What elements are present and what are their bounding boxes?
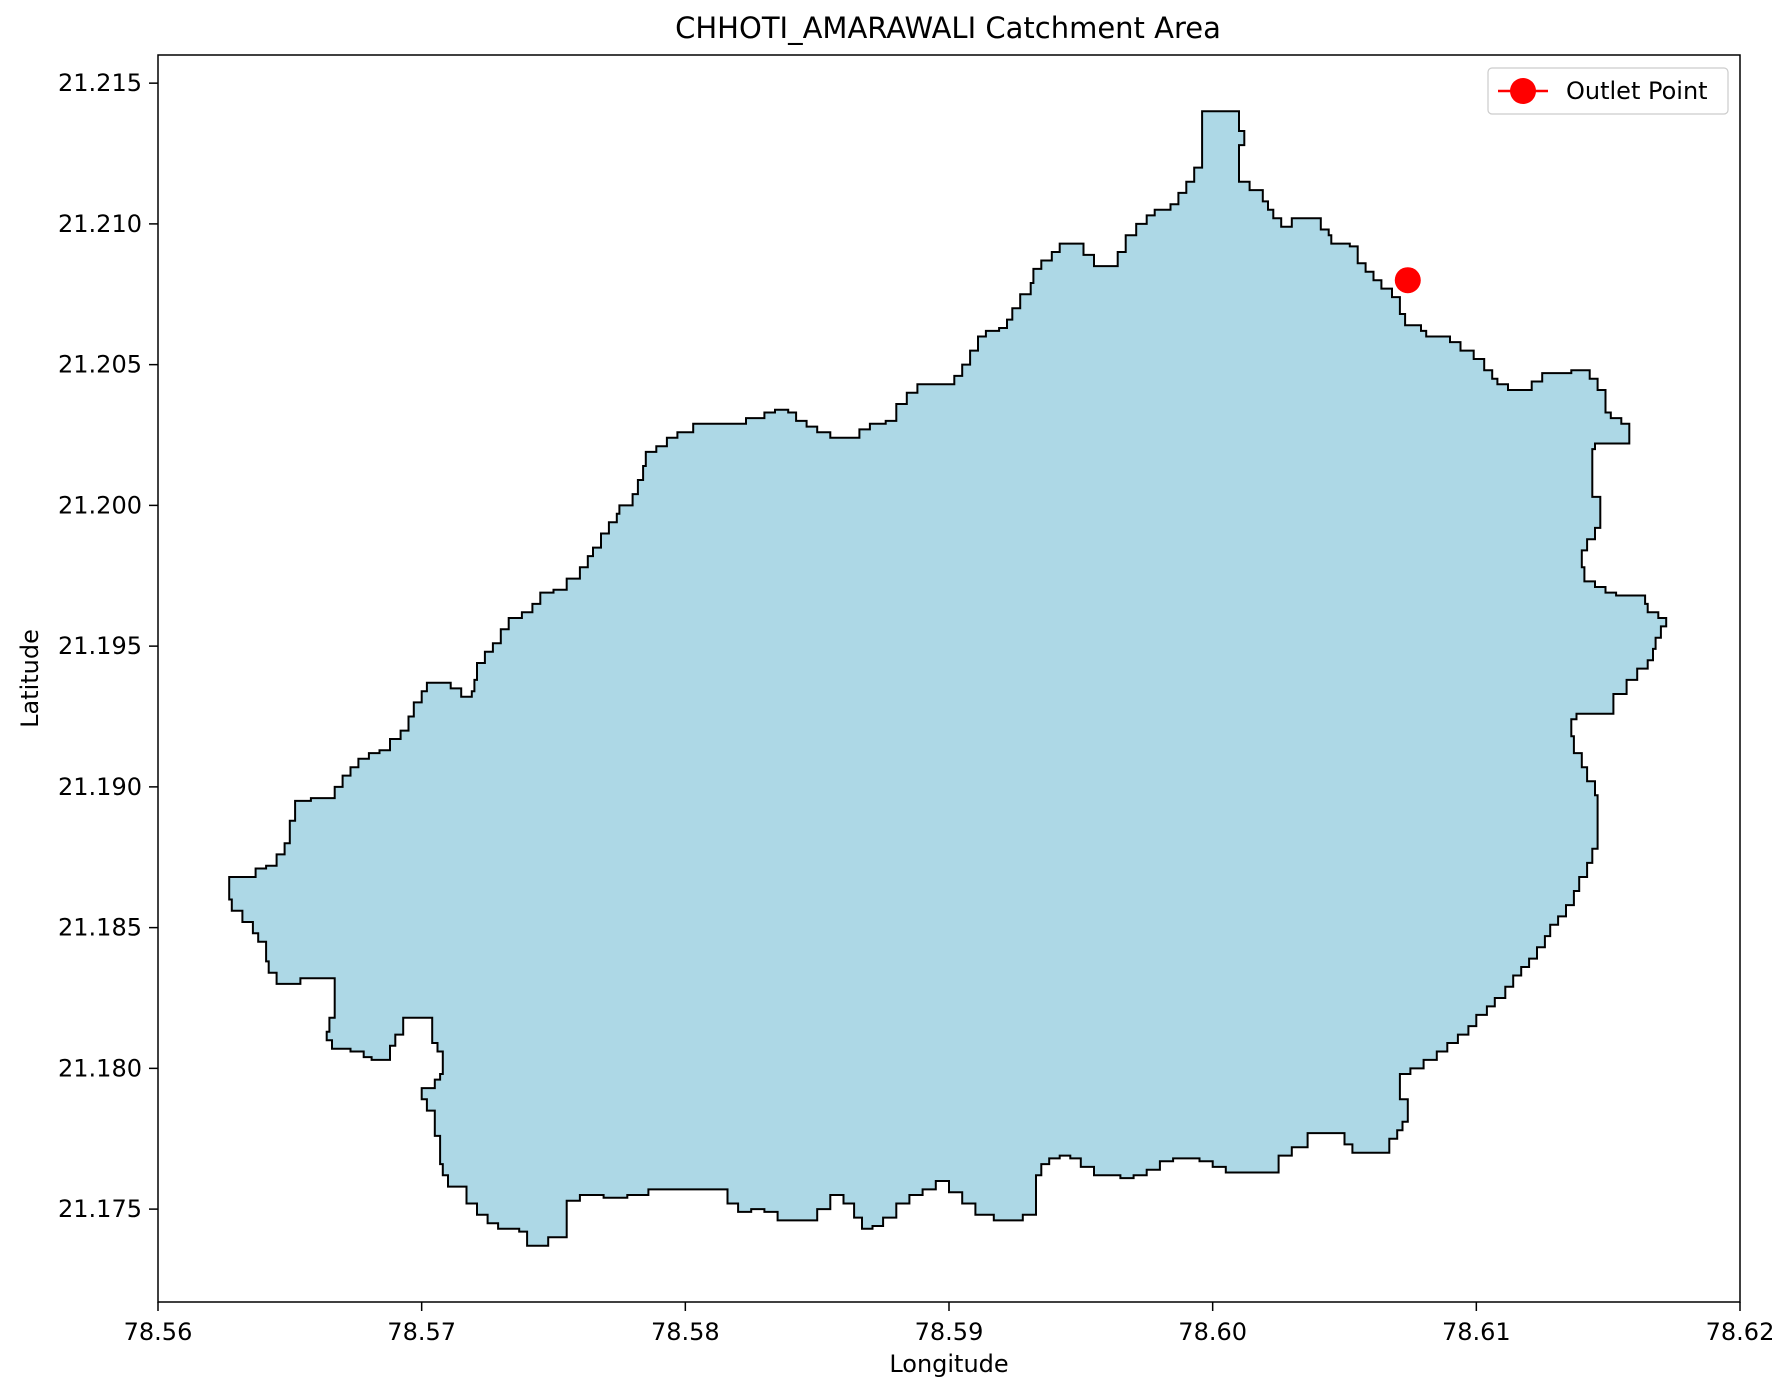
x-tick-label: 78.59 xyxy=(915,1318,984,1346)
x-tick-label: 78.57 xyxy=(387,1318,456,1346)
x-tick-label: 78.61 xyxy=(1442,1318,1511,1346)
y-tick-label: 21.180 xyxy=(58,1054,142,1082)
x-tick-label: 78.56 xyxy=(124,1318,193,1346)
legend-entry-outlet-point: Outlet Point xyxy=(1566,77,1708,105)
x-tick-label: 78.62 xyxy=(1706,1318,1775,1346)
x-tick-label: 78.58 xyxy=(651,1318,720,1346)
chart-title: CHHOTI_AMARAWALI Catchment Area xyxy=(675,11,1221,45)
y-tick-label: 21.185 xyxy=(58,914,142,942)
x-axis-label: Longitude xyxy=(889,1350,1008,1378)
y-tick-label: 21.210 xyxy=(58,210,142,238)
y-tick-label: 21.200 xyxy=(58,491,142,519)
outlet-point-marker xyxy=(1394,267,1421,294)
y-tick-label: 21.190 xyxy=(58,773,142,801)
y-tick-label: 21.205 xyxy=(58,351,142,379)
legend-marker-swatch xyxy=(1510,78,1536,104)
y-axis-ticks: 21.175 21.180 21.185 21.190 21.195 21.200 21.2… xyxy=(58,69,158,1223)
legend-box xyxy=(1487,67,1729,115)
legend: Outlet Point xyxy=(1487,67,1729,115)
catchment-polygon xyxy=(228,110,1668,1247)
x-axis-ticks: 78.56 78.57 78.58 78.59 78.60 78.61 78.62 xyxy=(124,1302,1775,1346)
plot-area xyxy=(157,54,1741,1303)
y-tick-label: 21.195 xyxy=(58,632,142,660)
y-tick-label: 21.215 xyxy=(58,69,142,97)
y-axis-label: Latitude xyxy=(16,629,44,728)
x-tick-label: 78.60 xyxy=(1178,1318,1247,1346)
y-tick-label: 21.175 xyxy=(58,1195,142,1223)
